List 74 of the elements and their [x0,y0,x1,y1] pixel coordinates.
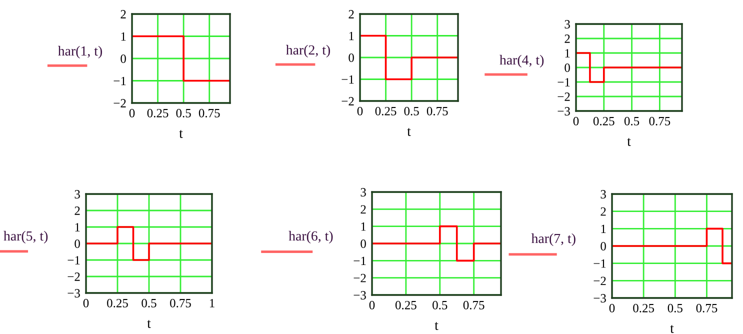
y-tick-label: 2 [74,206,80,215]
x-tick-label: 0.25 [147,108,168,118]
x-tick-label: 0 [83,298,89,308]
x-tick-label: 0.75 [198,108,220,118]
x-tick-label: 0 [573,116,579,126]
y-tick-label: −2 [114,99,126,108]
x-tick-label: 0.5 [404,106,419,116]
text: har(7, t) [531,233,576,246]
y-tick-label: 0 [564,64,570,72]
x-tick-label: 0.75 [426,106,448,116]
x-tick-label: 0.75 [696,304,718,312]
y-tick-label: −1 [342,75,354,84]
y-tick-label: 2 [600,207,606,216]
y-tick-label: 0 [120,54,126,63]
x-axis-title: t [179,130,183,138]
y-tick-label: 2 [360,205,366,214]
text: har(5, t) [4,230,48,244]
y-tick-label: 3 [564,20,570,28]
y-tick-label: 3 [600,190,606,198]
y-tick-label: 3 [74,190,80,198]
y-tick-label: 1 [361,222,366,231]
y-tick-label: −2 [68,272,80,281]
y-tick-label: −2 [558,92,570,101]
x-tick-label: 0 [609,304,615,312]
x-tick-label: 0.25 [395,300,416,310]
y-tick-label: 0 [348,54,354,62]
x-tick-label: 1 [210,298,214,308]
x-tick-label: 0 [129,108,135,118]
x-tick-label: 0.5 [432,300,448,310]
y-tick-label: −3 [68,289,80,298]
y-tick-label: 1 [565,49,570,58]
y-tick-label: −1 [114,76,126,86]
y-tick-label: 1 [349,32,354,40]
x-axis-title: t [147,320,151,328]
y-tick-label: 2 [564,34,570,43]
x-axis-title: t [627,138,631,146]
x-tick-label: 0.25 [593,116,614,126]
y-tick-label: 2 [348,10,354,18]
y-tick-label: 1 [121,32,126,41]
x-tick-label: 0 [369,300,375,310]
x-tick-label: 0.75 [649,116,670,126]
y-tick-label: 1 [601,224,606,234]
y-tick-label: −2 [342,97,354,106]
text: har(6, t) [288,230,333,244]
y-tick-label: 0 [600,242,606,250]
y-tick-label: 2 [120,10,126,18]
y-tick-label: −3 [594,294,606,302]
x-tick-label: 0.25 [633,304,654,312]
x-tick-label: 0.25 [375,106,396,116]
y-tick-label: 1 [75,223,80,232]
y-tick-label: 3 [360,188,366,196]
x-tick-label: 0.5 [176,108,191,118]
x-axis-title: t [407,128,411,136]
x-tick-label: 0.5 [142,298,156,308]
y-tick-label: −2 [354,274,366,282]
x-tick-label: 0.75 [170,298,191,308]
x-tick-label: 0.25 [107,298,128,308]
y-tick-label: −1 [354,256,366,266]
y-tick-label: −3 [354,291,366,300]
x-tick-label: 0.75 [463,300,484,310]
y-tick-label: −2 [594,276,606,286]
y-tick-label: −1 [68,256,80,264]
y-tick-label: −1 [558,78,570,86]
x-tick-label: 0.5 [668,304,682,312]
x-axis-title: t [434,322,438,330]
text: har(4, t) [500,54,544,68]
text: har(2, t) [286,44,330,58]
text: har(1, t) [58,46,102,58]
y-tick-label: −3 [558,107,570,116]
x-tick-label: 0.5 [624,116,640,126]
y-tick-label: 0 [74,240,80,248]
y-tick-label: 0 [360,240,366,248]
y-tick-label: −1 [594,259,606,268]
x-axis-title: t [670,325,674,333]
